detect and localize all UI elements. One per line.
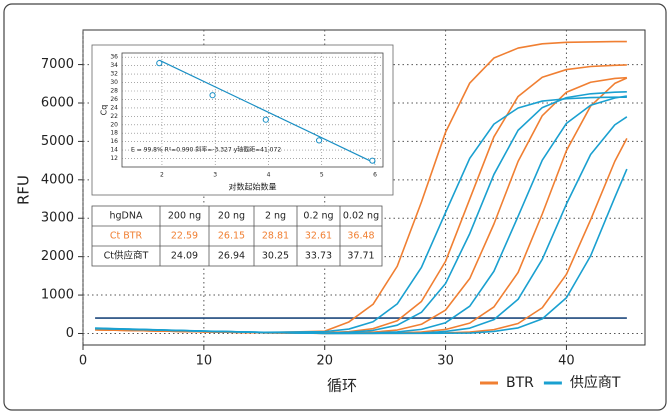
y-tick-label: 2000 <box>41 249 74 264</box>
inset-y-tick-label: 36 <box>110 54 118 61</box>
y-tick-label: 1000 <box>41 288 74 303</box>
x-tick-label: 0 <box>79 354 87 369</box>
table-cell: 33.73 <box>305 251 332 262</box>
y-axis-label: RFU <box>15 175 33 205</box>
inset-y-tick-label: 34 <box>110 62 118 69</box>
inset-y-tick-label: 28 <box>110 88 118 95</box>
table-cell: 24.09 <box>171 251 198 262</box>
table-cell: 36.48 <box>347 231 374 242</box>
table-cell: 26.15 <box>218 231 245 242</box>
inset-y-tick-label: 32 <box>110 71 118 78</box>
table-bg <box>91 205 383 267</box>
table-cell: 200 ng <box>168 211 201 222</box>
inset-x-label: 对数起始数量 <box>229 182 277 192</box>
table-cell: Ct BTR <box>110 231 143 242</box>
x-tick-label: 30 <box>437 354 454 369</box>
inset-y-tick-label: 16 <box>110 138 118 145</box>
table-cell: Ct供应商T <box>104 250 149 262</box>
inset-y-tick-label: 26 <box>110 96 118 103</box>
table: hgDNA 200 ng 20 ng 2 ng 0.2 ng 0.02 ng Ct BTR 2… <box>91 205 383 267</box>
inset-plot-area <box>121 52 384 168</box>
inset-x-tick-label: 4 <box>267 172 271 179</box>
inset-y-tick-label: 22 <box>110 113 118 120</box>
x-axis-label: 循环 <box>327 377 357 395</box>
y-tick-label: 3000 <box>41 211 74 226</box>
legend-label: BTR <box>506 375 534 391</box>
x-tick-label: 20 <box>316 354 333 369</box>
table-cell: 28.81 <box>262 231 289 242</box>
curve <box>95 168 628 335</box>
point <box>315 137 323 144</box>
legend-label: 供应商T <box>570 374 621 391</box>
table-cell: 32.61 <box>305 231 332 242</box>
inset-x-tick-label: 2 <box>160 172 164 179</box>
inset-y-tick-label: 24 <box>110 104 118 111</box>
y-tick-label: 0 <box>66 326 74 341</box>
y-tick-label: 5000 <box>41 134 74 149</box>
y-tick-label: 4000 <box>41 172 74 187</box>
point <box>209 92 216 99</box>
y-tick-label: 7000 <box>41 57 74 72</box>
table-cell: 0.2 ng <box>303 211 333 222</box>
inset-y-tick-label: 30 <box>110 79 118 86</box>
x-tick-label: 10 <box>196 354 213 369</box>
table-cell: hgDNA <box>110 211 143 222</box>
fit-line <box>159 59 376 164</box>
inset-y-tick-label: 18 <box>110 130 118 137</box>
y-tick-label: 6000 <box>41 95 74 110</box>
inset-y-tick-label: 20 <box>110 121 118 128</box>
table-cell: 26.94 <box>218 251 245 262</box>
point <box>156 60 163 67</box>
inset-x-tick-label: 6 <box>373 172 377 179</box>
inset-y-label: Cq <box>100 105 109 116</box>
table-cell: 2 ng <box>265 211 286 222</box>
table-cell: 30.25 <box>262 251 289 262</box>
inset-x-tick-label: 5 <box>320 172 324 179</box>
inset-x-tick-label: 3 <box>213 172 217 179</box>
table-cell: 0.02 ng <box>343 211 379 222</box>
point <box>369 157 376 164</box>
inset-y-tick-label: 12 <box>110 155 118 162</box>
legend: BTR 供应商T <box>480 374 621 391</box>
inset-y-tick-label: 14 <box>110 147 118 154</box>
x-tick-label: 40 <box>558 354 575 369</box>
table-cell: 37.71 <box>347 251 374 262</box>
equation: E = 99.8% R²=0.990 斜率=-3.327 y轴截距=41.072 <box>131 146 281 154</box>
table-cell: 20 ng <box>218 211 245 222</box>
table-cell: 22.59 <box>171 231 198 242</box>
point <box>262 116 269 123</box>
